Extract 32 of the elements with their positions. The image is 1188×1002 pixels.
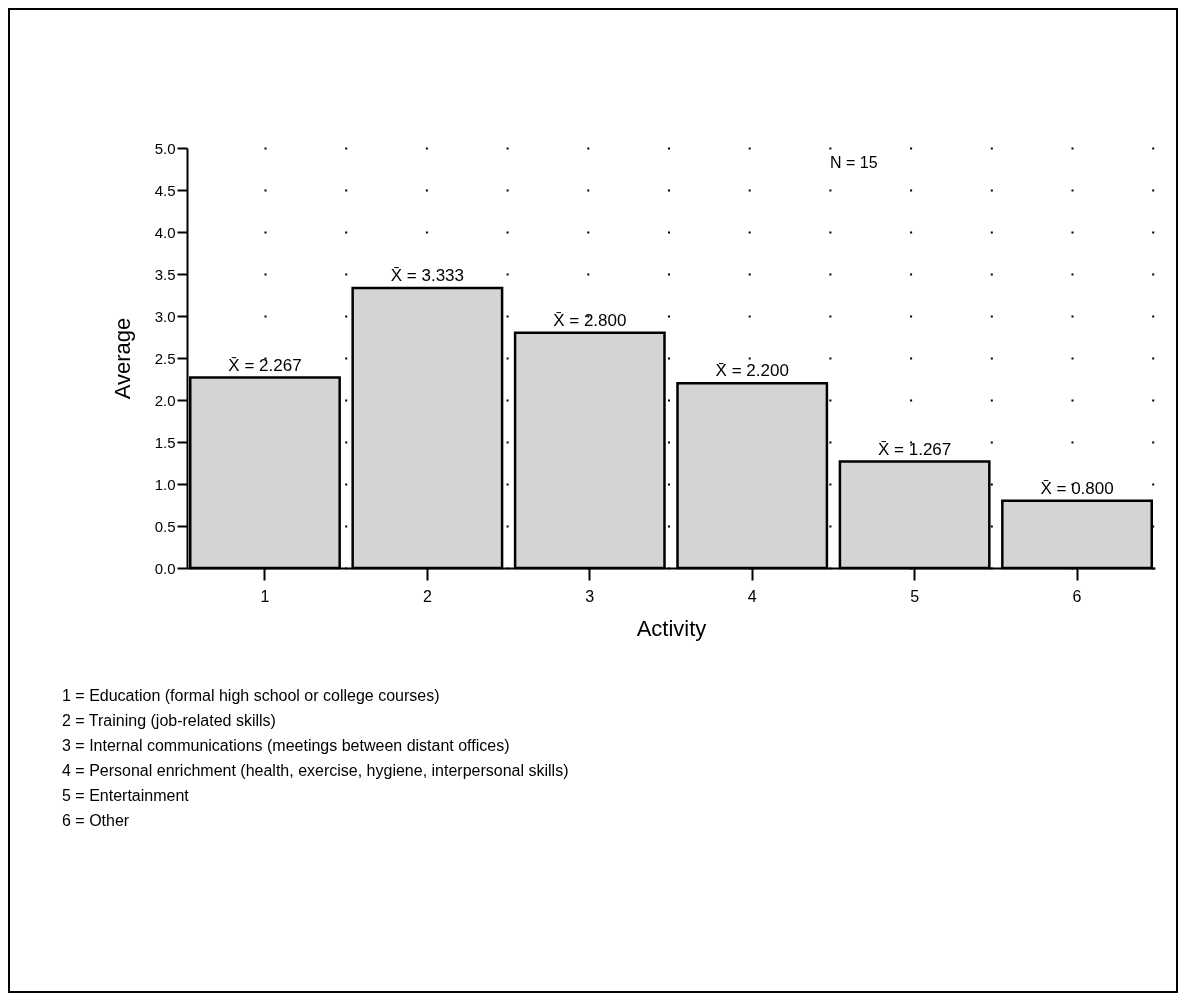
y-tick-label: 4.5 bbox=[154, 181, 176, 199]
y-tick-label: 1.0 bbox=[154, 475, 176, 493]
y-tick-label: 1.5 bbox=[154, 433, 176, 451]
y-tick-label: 0.5 bbox=[154, 517, 176, 535]
data-label: X̄ = 2.267 bbox=[228, 355, 302, 375]
x-tick-label: 6 bbox=[1072, 587, 1082, 605]
y-tick-label: 2.5 bbox=[154, 349, 176, 367]
data-label: X̄ = 2.800 bbox=[553, 310, 627, 330]
data-label: X̄ = 0.800 bbox=[1040, 478, 1114, 498]
x-tick-label: 4 bbox=[747, 587, 757, 605]
text: 1 = Education (formal high school or college courses) bbox=[62, 687, 440, 704]
y-tick-label: 3.0 bbox=[154, 307, 176, 325]
text: 5 = Entertainment bbox=[62, 787, 190, 804]
y-tick-label: 3.5 bbox=[154, 265, 176, 283]
annotation: N = 15 bbox=[830, 154, 878, 171]
x-tick-label: 2 bbox=[422, 587, 432, 605]
y-tick-label: 0.0 bbox=[154, 559, 176, 577]
text: 6 = Other bbox=[62, 812, 130, 829]
y-tick-label: 5.0 bbox=[154, 139, 176, 157]
x-tick-label: 3 bbox=[585, 587, 595, 605]
x-tick-label: 1 bbox=[260, 587, 270, 605]
y-tick-label: 2.0 bbox=[154, 391, 176, 409]
data-label: X̄ = 2.200 bbox=[715, 361, 789, 381]
y-axis-title: Average bbox=[109, 317, 135, 400]
data-label: X̄ = 1.267 bbox=[877, 439, 952, 459]
x-tick-label: 5 bbox=[910, 587, 920, 605]
y-tick-label: 4.0 bbox=[154, 223, 176, 241]
text: 4 = Personal enrichment (health, exercise, hygiene, interpersonal skills) bbox=[62, 762, 569, 779]
text: 2 = Training (job-related skills) bbox=[62, 712, 276, 729]
x-axis-title: Activity bbox=[636, 615, 707, 641]
text: 3 = Internal communications (meetings between distant offices) bbox=[62, 737, 510, 754]
data-label: X̄ = 3.333 bbox=[390, 266, 465, 286]
